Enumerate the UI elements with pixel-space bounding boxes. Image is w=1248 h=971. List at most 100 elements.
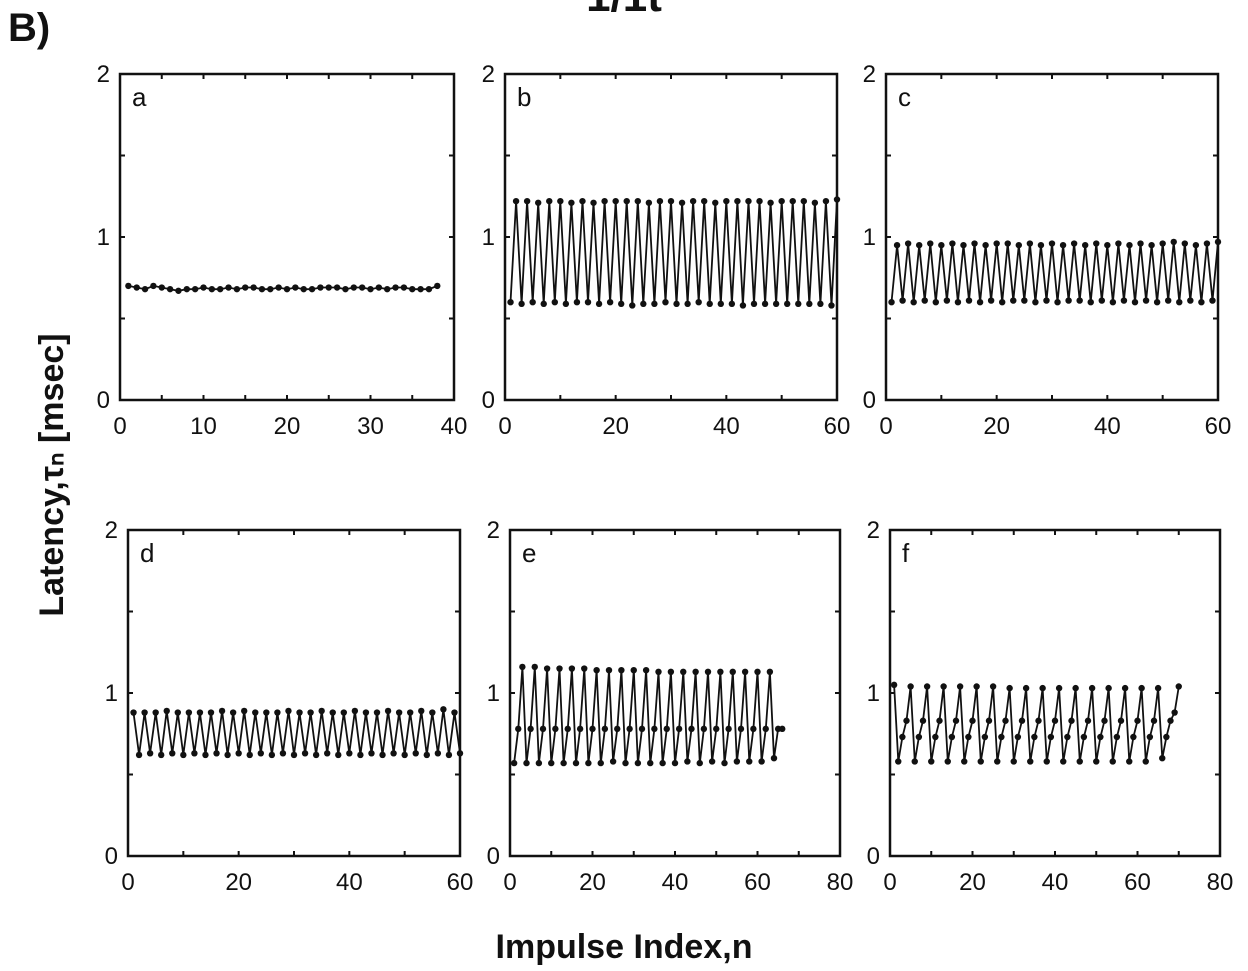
- data-point: [789, 197, 796, 205]
- data-point: [133, 284, 140, 291]
- data-point: [519, 663, 526, 671]
- data-point: [229, 709, 237, 716]
- data-point: [989, 683, 997, 690]
- data-point: [384, 707, 392, 715]
- x-tick-label: 0: [121, 869, 134, 896]
- y-tick-label: 1: [867, 680, 880, 707]
- data-point: [904, 240, 912, 247]
- data-point: [1192, 241, 1200, 249]
- data-point: [564, 725, 571, 733]
- data-point: [999, 299, 1006, 306]
- data-point: [756, 197, 763, 205]
- data-point: [932, 299, 939, 306]
- data-point: [1068, 717, 1075, 724]
- data-point: [940, 683, 947, 690]
- data-point: [593, 666, 600, 674]
- data-point: [689, 197, 697, 205]
- data-point: [673, 300, 680, 308]
- data-point: [556, 665, 563, 672]
- data-point: [535, 199, 542, 206]
- data-point: [993, 240, 1000, 247]
- data-point: [568, 199, 575, 206]
- data-point: [250, 284, 257, 291]
- data-point: [1148, 241, 1155, 249]
- data-point: [1002, 717, 1009, 724]
- data-point: [630, 666, 637, 674]
- data-point: [750, 725, 757, 733]
- data-point: [235, 750, 242, 757]
- y-tick-label: 0: [487, 843, 500, 870]
- y-tick-label: 2: [482, 61, 495, 88]
- data-point: [1006, 684, 1013, 692]
- data-point: [1043, 297, 1050, 304]
- data-point: [1134, 717, 1141, 724]
- data-point: [778, 197, 785, 205]
- data-point: [916, 241, 923, 249]
- data-point: [423, 751, 430, 759]
- plot-frame: [508, 528, 842, 858]
- data-point: [1131, 299, 1139, 306]
- data-point: [1055, 684, 1063, 692]
- data-point: [317, 284, 324, 291]
- y-tick-label: 1: [105, 680, 118, 707]
- data-point: [163, 707, 170, 715]
- data-point: [1187, 297, 1194, 304]
- data-point: [956, 683, 964, 690]
- panel-label: b: [517, 82, 531, 112]
- data-point: [976, 299, 984, 306]
- data-point: [734, 197, 741, 205]
- data-point: [1084, 717, 1092, 724]
- data-point: [784, 300, 791, 308]
- data-point: [684, 758, 691, 765]
- data-point: [1082, 241, 1089, 249]
- data-point: [692, 668, 699, 676]
- x-tick-label: 60: [447, 869, 474, 896]
- data-point: [1015, 241, 1022, 249]
- x-tick-label: 0: [113, 413, 126, 440]
- data-point: [921, 297, 928, 304]
- data-point: [158, 284, 165, 291]
- data-point: [828, 302, 835, 309]
- x-tick-label: 10: [190, 413, 217, 440]
- data-point: [1176, 299, 1183, 306]
- data-point: [688, 725, 695, 733]
- data-point: [745, 197, 752, 205]
- data-point: [285, 707, 292, 715]
- data-point: [135, 751, 143, 759]
- data-point: [1072, 684, 1079, 692]
- data-point: [333, 284, 341, 291]
- data-point: [833, 196, 841, 203]
- data-point: [634, 759, 642, 767]
- data-point: [746, 758, 753, 765]
- data-point: [217, 285, 224, 293]
- data-point: [766, 668, 774, 676]
- data-point: [590, 199, 597, 206]
- data-point: [890, 681, 898, 689]
- data-point: [614, 725, 621, 733]
- data-point: [1113, 733, 1121, 741]
- data-point: [645, 199, 653, 206]
- x-tick-label: 40: [1042, 869, 1069, 896]
- data-point: [456, 750, 464, 757]
- data-point: [888, 299, 895, 306]
- data-point: [728, 300, 736, 308]
- x-tick-label: 40: [713, 413, 740, 440]
- data-point: [671, 759, 679, 767]
- data-point: [418, 707, 425, 715]
- data-point: [737, 725, 745, 733]
- data-point: [663, 725, 670, 733]
- x-tick-label: 0: [503, 869, 516, 896]
- data-point: [158, 751, 165, 759]
- panel-label: a: [132, 82, 147, 112]
- data-point: [754, 668, 761, 676]
- data-point: [1080, 733, 1088, 741]
- data-point: [429, 709, 436, 716]
- data-point: [899, 297, 906, 304]
- x-tick-label: 60: [1205, 413, 1232, 440]
- data-point: [612, 197, 619, 205]
- data-point: [267, 285, 274, 293]
- data-point: [1022, 684, 1030, 692]
- y-tick-label: 1: [487, 680, 500, 707]
- data-point: [213, 750, 220, 757]
